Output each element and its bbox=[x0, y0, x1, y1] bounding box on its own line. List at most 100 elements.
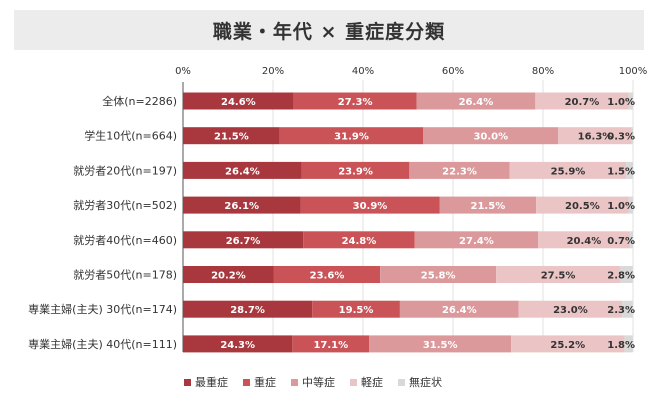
bar-segment bbox=[624, 335, 633, 353]
data-label: 21.5% bbox=[471, 201, 506, 212]
legend-swatch bbox=[398, 378, 405, 386]
bar-segment bbox=[183, 335, 293, 353]
data-label: 0.3% bbox=[607, 132, 635, 143]
bar-segment bbox=[279, 127, 424, 145]
data-label: 19.5% bbox=[339, 305, 374, 316]
bar-segment bbox=[536, 196, 629, 214]
bar-segment bbox=[409, 161, 510, 179]
data-label: 25.9% bbox=[551, 166, 586, 177]
data-label: 26.7% bbox=[226, 236, 261, 247]
bar-segment bbox=[511, 335, 625, 353]
bar-segment bbox=[292, 335, 370, 353]
data-label: 30.9% bbox=[353, 201, 388, 212]
data-label: 20.7% bbox=[565, 97, 600, 108]
category-label: 学生10代(n=664) bbox=[84, 129, 177, 143]
data-label: 25.2% bbox=[550, 340, 585, 351]
data-label: 26.4% bbox=[442, 305, 477, 316]
data-label: 2.8% bbox=[607, 271, 635, 282]
bar-segment bbox=[423, 127, 559, 145]
x-tick-label: 20% bbox=[262, 66, 284, 77]
legend-swatch bbox=[350, 378, 357, 386]
bar-segment bbox=[414, 231, 539, 249]
data-label: 26.4% bbox=[225, 166, 260, 177]
x-tick-label: 0% bbox=[175, 66, 191, 77]
legend-swatch bbox=[291, 378, 298, 386]
bar-segment bbox=[518, 300, 623, 318]
bar-segment bbox=[535, 92, 629, 110]
data-label: 2.3% bbox=[607, 305, 635, 316]
bar-segment bbox=[380, 266, 497, 283]
bar-segment bbox=[183, 266, 274, 283]
data-label: 20.4% bbox=[567, 236, 602, 247]
category-label: 全体(n=2286) bbox=[102, 94, 177, 108]
data-label: 31.5% bbox=[423, 340, 458, 351]
bar-segment bbox=[369, 335, 512, 353]
category-label: 就労者30代(n=502) bbox=[73, 198, 177, 212]
legend-item: 中等症 bbox=[291, 374, 335, 390]
chart-legend: 最重症 重症 中等症 軽症 無症状 bbox=[184, 374, 442, 390]
x-tick-label: 60% bbox=[442, 66, 464, 77]
data-label: 28.7% bbox=[230, 305, 265, 316]
bar-segment bbox=[399, 300, 519, 318]
bar-segment bbox=[312, 300, 400, 318]
data-label: 24.8% bbox=[342, 236, 377, 247]
data-label: 24.6% bbox=[221, 97, 256, 108]
category-label: 就労者40代(n=460) bbox=[73, 233, 177, 247]
legend-item: 無症状 bbox=[398, 374, 442, 390]
legend-label: 中等症 bbox=[302, 376, 335, 389]
data-label: 1.0% bbox=[607, 201, 635, 212]
data-label: 0.7% bbox=[607, 236, 635, 247]
bar-segment bbox=[619, 266, 633, 283]
legend-label: 無症状 bbox=[409, 376, 442, 389]
data-label: 26.1% bbox=[224, 201, 259, 212]
chart-title: 職業・年代 × 重症度分類 bbox=[212, 20, 446, 43]
bar-segment bbox=[509, 161, 627, 179]
bar-segment bbox=[628, 196, 633, 214]
category-label: 専業主婦(主夫) 40代(n=111) bbox=[28, 337, 177, 351]
bar-segment bbox=[183, 161, 302, 179]
bar-segment bbox=[629, 231, 633, 249]
data-label: 1.0% bbox=[607, 97, 635, 108]
bar-segment bbox=[183, 92, 294, 110]
legend-swatch bbox=[243, 378, 250, 386]
bar-segment bbox=[293, 92, 417, 110]
data-label: 23.6% bbox=[310, 271, 345, 282]
bar-segment bbox=[626, 161, 633, 179]
data-label: 31.9% bbox=[334, 132, 369, 143]
bar-segment bbox=[628, 92, 633, 110]
bar-segment bbox=[183, 127, 280, 145]
data-label: 26.4% bbox=[459, 97, 494, 108]
category-label: 専業主婦(主夫) 30代(n=174) bbox=[28, 302, 177, 316]
bar-segment bbox=[183, 196, 301, 214]
bar-segment bbox=[183, 300, 313, 318]
data-label: 20.2% bbox=[211, 271, 246, 282]
x-tick-label: 100% bbox=[619, 66, 648, 77]
legend-label: 重症 bbox=[254, 376, 276, 389]
bar-segment bbox=[300, 196, 440, 214]
x-tick-label: 80% bbox=[532, 66, 554, 77]
data-label: 27.4% bbox=[459, 236, 494, 247]
legend-label: 最重症 bbox=[195, 376, 228, 389]
data-label: 23.9% bbox=[338, 166, 373, 177]
bar-segment bbox=[183, 231, 304, 249]
data-label: 17.1% bbox=[313, 340, 348, 351]
legend-item: 軽症 bbox=[350, 374, 383, 390]
x-tick-label: 40% bbox=[352, 66, 374, 77]
bar-segment bbox=[301, 161, 410, 179]
data-label: 27.5% bbox=[541, 271, 576, 282]
category-label: 就労者20代(n=197) bbox=[73, 163, 177, 177]
bar-segment bbox=[416, 92, 536, 110]
bar-segment bbox=[622, 300, 633, 318]
data-label: 21.5% bbox=[214, 132, 249, 143]
bar-segment bbox=[558, 127, 632, 145]
data-label: 1.8% bbox=[607, 340, 635, 351]
category-label: 就労者50代(n=178) bbox=[73, 268, 177, 282]
bar-segment bbox=[439, 196, 537, 214]
data-label: 23.0% bbox=[553, 305, 588, 316]
data-label: 24.3% bbox=[220, 340, 255, 351]
legend-item: 重症 bbox=[243, 374, 276, 390]
data-label: 27.3% bbox=[338, 97, 373, 108]
bar-segment bbox=[273, 266, 381, 283]
bar-segment bbox=[303, 231, 415, 249]
legend-item: 最重症 bbox=[184, 374, 228, 390]
